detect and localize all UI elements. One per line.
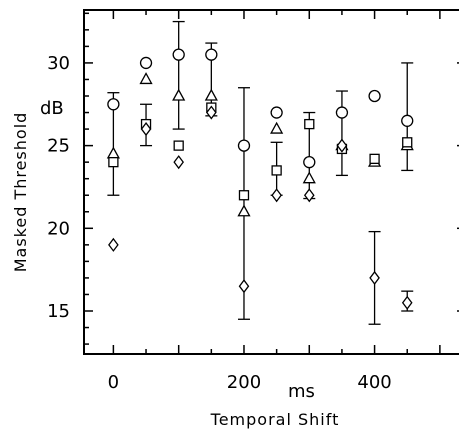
circle-marker xyxy=(270,106,283,119)
triangle-marker xyxy=(237,204,251,217)
plot-frame xyxy=(83,9,459,355)
diamond-marker xyxy=(271,188,282,203)
square-marker xyxy=(238,190,250,201)
error-bars xyxy=(107,20,414,325)
square-marker xyxy=(108,157,119,168)
x-axis-unit: ms xyxy=(288,381,315,402)
triangle-marker xyxy=(302,171,316,184)
y-axis-unit: dB xyxy=(40,98,64,119)
diamond-marker xyxy=(140,121,152,137)
x-tick-label: 200 xyxy=(227,372,261,393)
triangle-marker xyxy=(204,88,218,101)
circle-marker xyxy=(107,98,120,111)
circle-marker xyxy=(172,48,185,61)
square-marker xyxy=(402,137,413,148)
square-marker xyxy=(173,140,184,151)
data-points xyxy=(106,48,414,310)
diamond-marker xyxy=(108,237,119,252)
circle-marker xyxy=(401,114,414,127)
triangle-marker xyxy=(172,88,186,101)
diamond-marker xyxy=(303,188,315,203)
tick-marks xyxy=(84,10,459,354)
circle-marker xyxy=(205,48,218,61)
diamond-marker xyxy=(206,105,217,120)
y-tick-label: 15 xyxy=(47,301,70,322)
circle-marker xyxy=(237,139,251,152)
square-marker xyxy=(271,165,282,176)
diamond-marker xyxy=(238,279,250,294)
circle-marker xyxy=(303,156,316,169)
square-marker xyxy=(369,153,380,164)
y-tick-labels: 15 20 25 30 xyxy=(47,53,70,322)
diamond-marker xyxy=(173,155,184,170)
diamond-marker xyxy=(401,295,413,310)
triangle-marker xyxy=(139,72,153,85)
x-tick-label: 400 xyxy=(357,372,391,393)
x-tick-label: 0 xyxy=(108,372,119,393)
square-marker xyxy=(304,118,315,130)
triangle-marker xyxy=(106,146,120,159)
y-tick-label: 25 xyxy=(47,136,70,157)
x-axis-label: Temporal Shift xyxy=(210,410,340,429)
triangle-marker xyxy=(270,121,284,134)
y-tick-label: 30 xyxy=(47,53,70,74)
diamond-marker xyxy=(336,138,348,153)
y-tick-label: 20 xyxy=(47,218,70,239)
circle-marker xyxy=(335,106,349,119)
y-axis-label: Masked Threshold xyxy=(11,112,30,273)
circle-marker xyxy=(368,89,381,103)
x-tick-labels: 0 200 400 xyxy=(108,372,392,393)
circle-marker xyxy=(139,56,153,70)
diamond-marker xyxy=(369,270,380,286)
